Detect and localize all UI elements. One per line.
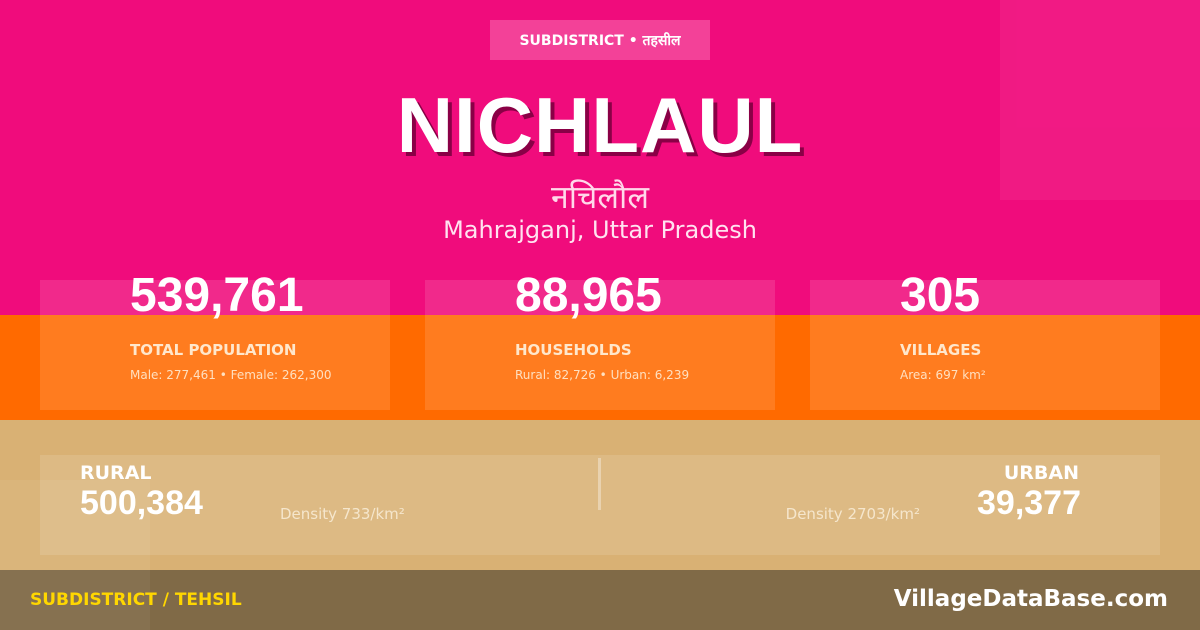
location: Mahrajganj, Uttar Pradesh [443, 216, 757, 244]
urban-label: URBAN [1003, 462, 1079, 484]
type-badge: SUBDISTRICT • तहसील [490, 20, 710, 60]
footer-band [0, 570, 1200, 630]
stat-sub: Rural: 82,726 • Urban: 6,239 [515, 368, 690, 382]
rural-value: 500,384 [80, 484, 203, 522]
stat-card-villages: 305 VILLAGES Area: 697 km² [810, 269, 1160, 410]
title-hindi: नचिलौल [550, 178, 650, 216]
decorative-square [0, 480, 150, 630]
urban-density: Density 2703/km² [785, 505, 920, 523]
stat-card-population: 539,761 TOTAL POPULATION Male: 277,461 •… [40, 269, 390, 410]
stat-label: VILLAGES [900, 341, 982, 359]
stats-band [0, 315, 1200, 420]
rural-density: Density 733/km² [280, 505, 405, 523]
stat-card-households: 88,965 HOUSEHOLDS Rural: 82,726 • Urban:… [425, 269, 775, 410]
decorative-square [1000, 0, 1200, 200]
rural-urban-panel [40, 455, 1160, 555]
stat-label: TOTAL POPULATION [130, 341, 297, 359]
rural-label: RURAL [80, 462, 152, 484]
footer-category: SUBDISTRICT / TEHSIL [30, 590, 242, 610]
stat-value: 539,761 [130, 269, 304, 322]
stat-sub: Male: 277,461 • Female: 262,300 [130, 368, 332, 382]
stat-value: 305 [900, 269, 981, 322]
rural-urban-band [0, 420, 1200, 570]
header-band [0, 0, 1200, 315]
divider [598, 458, 601, 510]
site-brand[interactable]: VillageDataBase.com [893, 586, 1168, 612]
urban-value: 39,377 [977, 484, 1081, 522]
page-title: NICHLAUL [396, 81, 804, 169]
stat-label: HOUSEHOLDS [515, 341, 632, 359]
stat-sub: Area: 697 km² [900, 368, 986, 382]
stat-value: 88,965 [515, 269, 662, 322]
